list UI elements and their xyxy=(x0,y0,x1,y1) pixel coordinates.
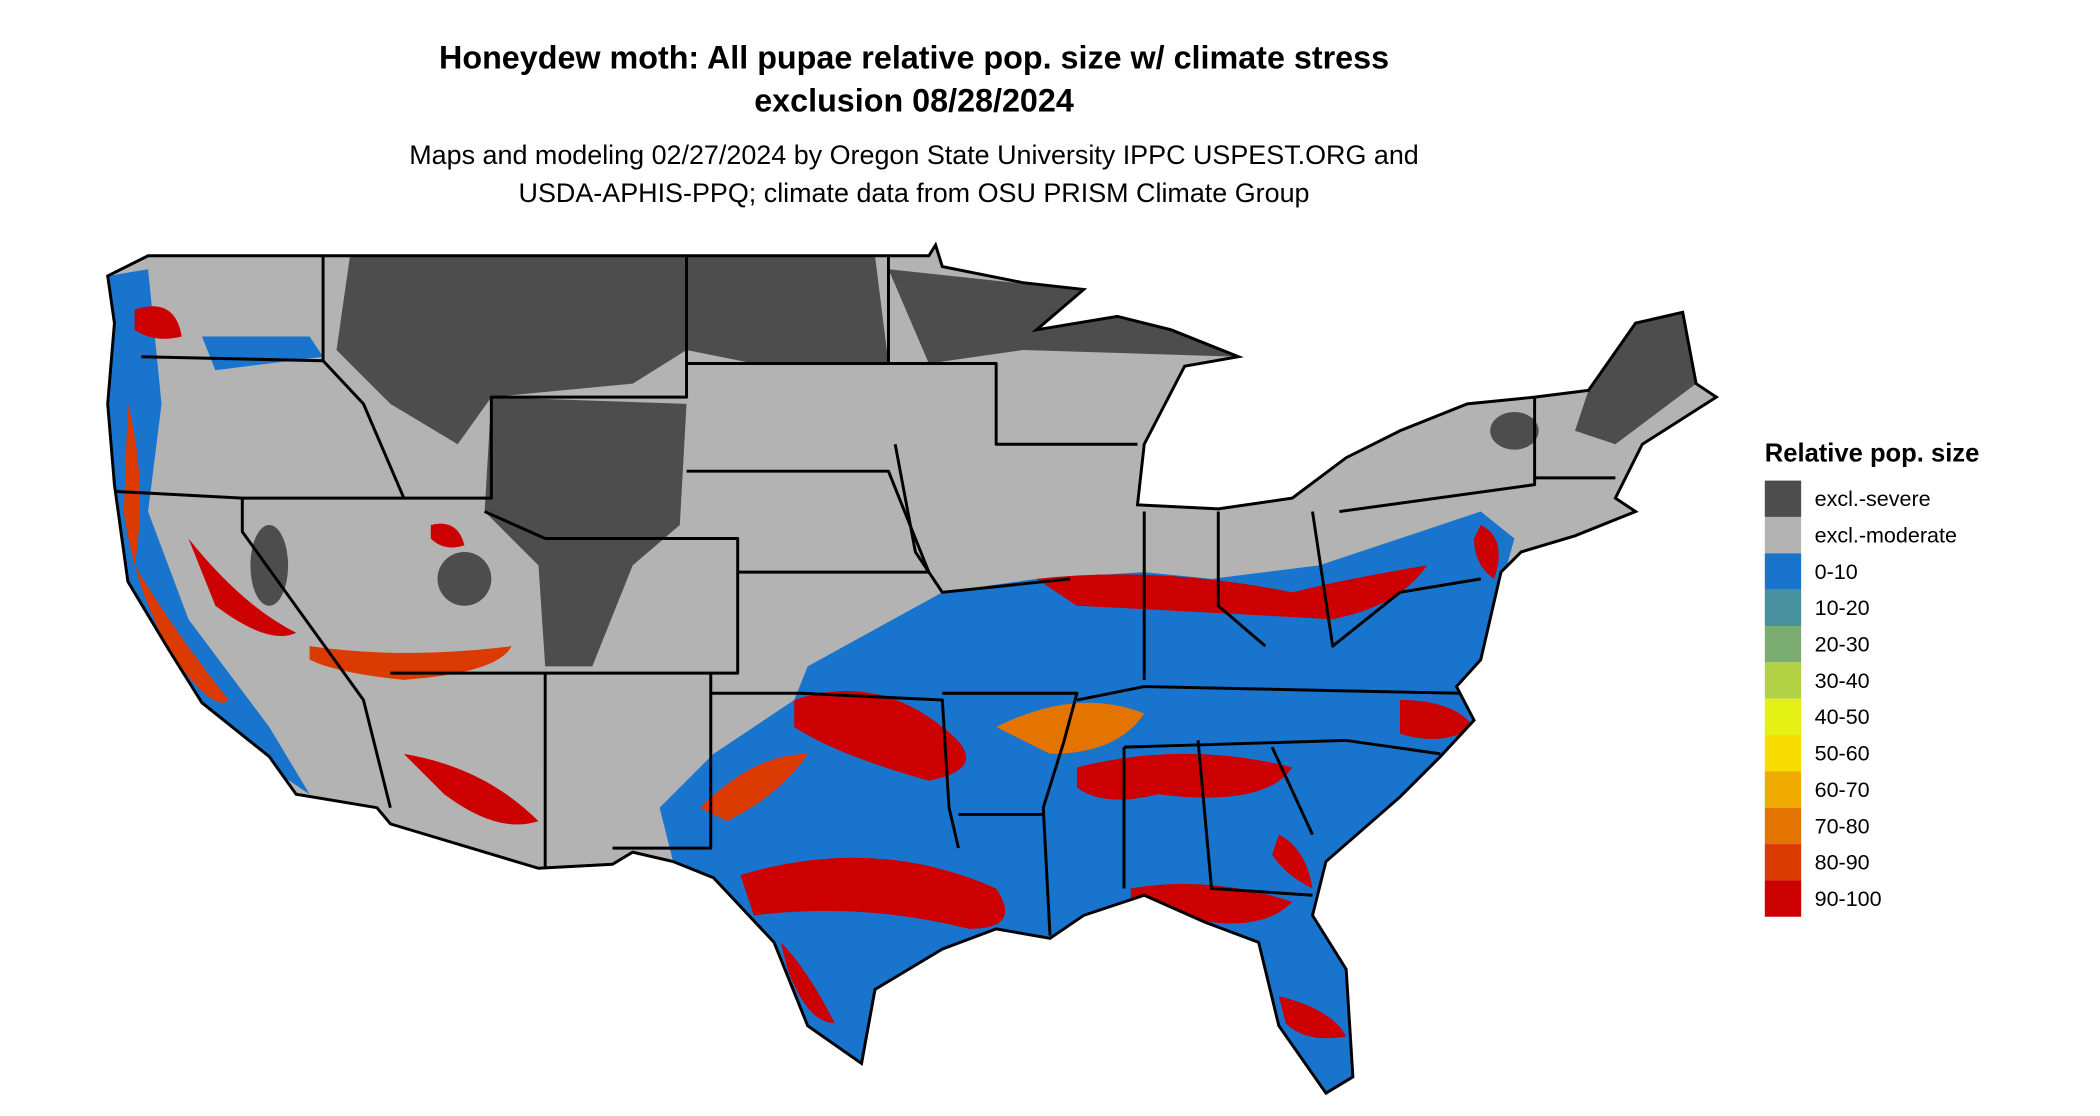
legend-swatch xyxy=(1764,480,1802,517)
legend-label: 30-40 xyxy=(1815,669,1870,693)
map-title-line1: Honeydew moth: All pupae relative pop. s… xyxy=(439,40,1389,76)
legend-swatch xyxy=(1764,589,1802,626)
legend-label: 90-100 xyxy=(1815,887,1882,911)
legend-swatch xyxy=(1764,625,1802,663)
legend-swatch xyxy=(1764,735,1802,772)
legend-label: excl.-severe xyxy=(1815,487,1931,511)
low-pop-regions xyxy=(107,269,1515,1094)
legend-swatch xyxy=(1764,516,1802,554)
legend-label: 80-90 xyxy=(1815,851,1870,875)
state-boundaries xyxy=(114,255,1616,936)
map-title-line2: exclusion 08/28/2024 xyxy=(754,83,1074,119)
map-subtitle-line2: USDA-APHIS-PPQ; climate data from OSU PR… xyxy=(519,178,1310,208)
legend-label: 50-60 xyxy=(1815,742,1870,766)
legend-swatch xyxy=(1764,553,1802,590)
legend-label: 70-80 xyxy=(1815,814,1870,838)
map-subtitle-line1: Maps and modeling 02/27/2024 by Oregon S… xyxy=(409,140,1419,170)
legend-label: 10-20 xyxy=(1815,596,1870,620)
legend-label: 20-30 xyxy=(1815,633,1870,657)
legend-swatch xyxy=(1764,698,1802,736)
legend-label: 0-10 xyxy=(1815,560,1858,584)
legend-swatch xyxy=(1764,662,1802,699)
legend-label: excl.-moderate xyxy=(1815,524,1957,548)
legend-title: Relative pop. size xyxy=(1765,440,1980,468)
legend-label: 60-70 xyxy=(1815,778,1870,802)
legend: Relative pop. size excl.-severe excl.-mod… xyxy=(1764,440,1980,917)
legend-swatch xyxy=(1764,807,1802,845)
us-map xyxy=(107,245,1717,1094)
legend-swatch xyxy=(1764,880,1802,917)
legend-label: 40-50 xyxy=(1815,705,1870,729)
legend-swatch xyxy=(1764,771,1802,808)
legend-swatch xyxy=(1764,844,1802,881)
